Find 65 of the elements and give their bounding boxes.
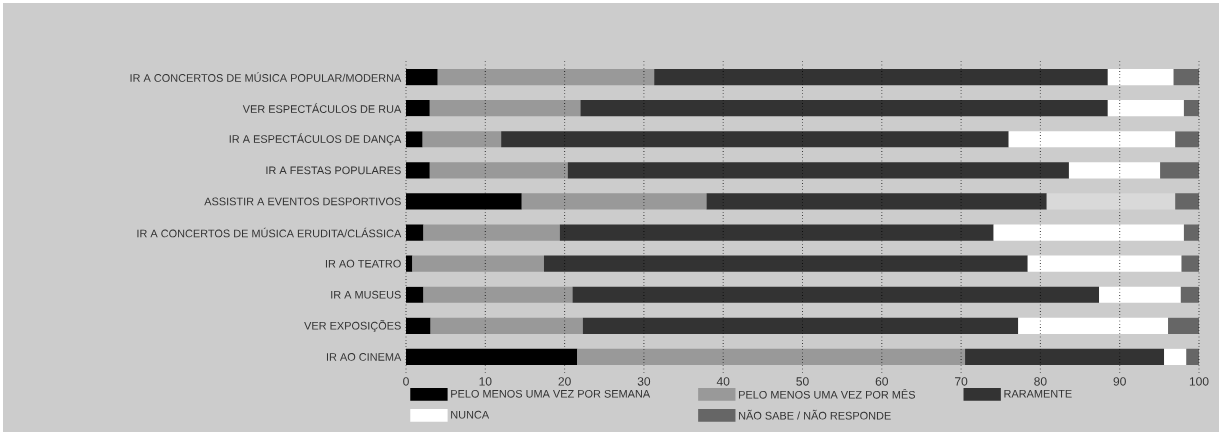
- x-tick-label: 40: [716, 377, 730, 386]
- x-tick-label: 20: [558, 377, 571, 386]
- x-tick-label: 90: [1113, 377, 1126, 386]
- bar: [1107, 68, 1174, 86]
- bar: [1180, 286, 1199, 303]
- bar: [582, 317, 1019, 334]
- bar: [1107, 100, 1184, 117]
- bar: [501, 131, 1009, 148]
- bar: [543, 255, 1028, 272]
- bar: [1046, 193, 1176, 210]
- bar: [965, 348, 1165, 366]
- y-tick-label: IR A FESTAS POPULARES: [266, 166, 401, 175]
- y-tick-label: IR AO TEATRO: [325, 259, 401, 268]
- bar: [1008, 131, 1176, 148]
- bar: [1183, 224, 1199, 241]
- x-tick-label: 70: [955, 377, 968, 386]
- bar: [1018, 317, 1169, 334]
- y-tick-label: ASSISTIR A EVENTOS DESPORTIVOS: [204, 197, 401, 206]
- bar: [1181, 255, 1199, 272]
- bar: [1164, 348, 1187, 366]
- bar: [1160, 162, 1199, 179]
- legend-label: RARAMENTE: [1004, 389, 1072, 398]
- bar: [993, 224, 1184, 241]
- bar: [1068, 162, 1161, 179]
- x-tick-label: 80: [1034, 377, 1047, 386]
- legend-label: NÃO SABE / NÃO RESPONDE: [739, 409, 891, 420]
- bar: [521, 193, 707, 210]
- y-tick-label: IR AO CINEMA: [326, 353, 402, 361]
- bar: [654, 68, 1108, 86]
- bar: [706, 193, 1047, 210]
- y-tick-label: IR A CONCERTOS DE MÚSICA POPULAR/MODERNA: [130, 72, 402, 82]
- bar: [430, 317, 583, 334]
- bar: [1099, 286, 1181, 303]
- bar: [429, 100, 581, 117]
- bar: [577, 348, 966, 366]
- y-tick-label: IR A CONCERTOS DE MÚSICA ERUDITA/CLÁSSICA: [137, 227, 402, 238]
- bar: [1186, 348, 1199, 366]
- bar: [429, 162, 568, 179]
- x-tick-label: 10: [479, 377, 492, 386]
- y-tick-label: IR A ESPECTÁCULOS DE DANÇA: [229, 133, 402, 146]
- bar: [1173, 68, 1199, 86]
- bar: [572, 286, 1100, 303]
- y-tick-label: VER EXPOSIÇÕES: [304, 319, 401, 332]
- bar: [437, 68, 655, 86]
- bar: [1027, 255, 1182, 272]
- x-tick-label: 30: [637, 377, 651, 386]
- x-tick-label: 0: [403, 377, 409, 386]
- bar: [1183, 100, 1199, 117]
- legend-label: PELO MENOS UMA VEZ POR SEMANA: [451, 389, 651, 398]
- y-tick-label: VER ESPECTÁCULOS DE RUA: [242, 103, 402, 113]
- y-tick-label: IR A MUSEUS: [331, 290, 401, 299]
- bar: [567, 162, 1069, 179]
- bar: [422, 131, 502, 148]
- x-tick-label: 100: [1189, 377, 1209, 386]
- bar: [559, 224, 994, 241]
- x-tick-label: 60: [875, 377, 888, 386]
- bar: [1168, 317, 1199, 334]
- x-tick-label: 50: [796, 377, 809, 386]
- bar: [412, 255, 544, 272]
- legend-label: PELO MENOS UMA VEZ POR MÊS: [739, 388, 916, 399]
- bar: [423, 224, 560, 241]
- legend-label: NUNCA: [451, 410, 490, 419]
- bar: [580, 100, 1108, 117]
- bar: [423, 286, 573, 303]
- bar: [1175, 193, 1199, 210]
